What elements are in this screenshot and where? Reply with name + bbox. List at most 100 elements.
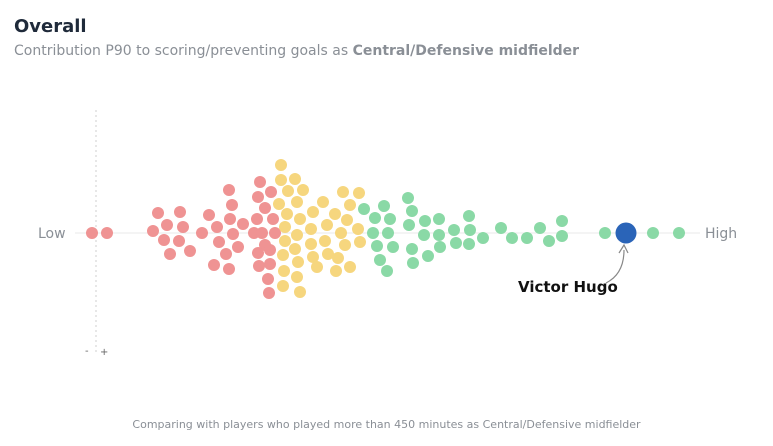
player-point-red[interactable] xyxy=(264,258,276,270)
player-point-red[interactable] xyxy=(237,218,249,230)
player-point-yellow[interactable] xyxy=(279,221,291,233)
player-point-red[interactable] xyxy=(252,191,264,203)
player-point-green[interactable] xyxy=(506,232,518,244)
player-point-green[interactable] xyxy=(448,224,460,236)
player-point-yellow[interactable] xyxy=(281,208,293,220)
player-point-yellow[interactable] xyxy=(291,271,303,283)
player-point-yellow[interactable] xyxy=(275,174,287,186)
player-point-red[interactable] xyxy=(196,227,208,239)
player-point-yellow[interactable] xyxy=(275,159,287,171)
player-point-yellow[interactable] xyxy=(337,186,349,198)
player-point-yellow[interactable] xyxy=(330,265,342,277)
player-point-red[interactable] xyxy=(203,209,215,221)
player-point-red[interactable] xyxy=(267,213,279,225)
player-point-yellow[interactable] xyxy=(279,235,291,247)
player-point-green[interactable] xyxy=(419,215,431,227)
player-point-yellow[interactable] xyxy=(344,261,356,273)
player-point-yellow[interactable] xyxy=(332,252,344,264)
player-point-red[interactable] xyxy=(262,273,274,285)
player-point-red[interactable] xyxy=(253,260,265,272)
player-point-green[interactable] xyxy=(673,227,685,239)
player-point-green[interactable] xyxy=(463,210,475,222)
player-point-red[interactable] xyxy=(224,213,236,225)
player-point-green[interactable] xyxy=(433,213,445,225)
player-point-red[interactable] xyxy=(265,186,277,198)
player-point-green[interactable] xyxy=(477,232,489,244)
player-point-yellow[interactable] xyxy=(305,223,317,235)
player-point-green[interactable] xyxy=(382,227,394,239)
player-point-green[interactable] xyxy=(403,219,415,231)
player-point-red[interactable] xyxy=(220,248,232,260)
player-point-yellow[interactable] xyxy=(273,198,285,210)
player-point-yellow[interactable] xyxy=(277,280,289,292)
player-point-red[interactable] xyxy=(101,227,113,239)
player-point-yellow[interactable] xyxy=(289,243,301,255)
player-point-red[interactable] xyxy=(263,287,275,299)
player-point-yellow[interactable] xyxy=(352,223,364,235)
player-point-yellow[interactable] xyxy=(277,249,289,261)
player-point-yellow[interactable] xyxy=(294,213,306,225)
player-point-yellow[interactable] xyxy=(307,206,319,218)
player-point-green[interactable] xyxy=(387,241,399,253)
player-point-green[interactable] xyxy=(647,227,659,239)
player-point-green[interactable] xyxy=(556,215,568,227)
player-point-green[interactable] xyxy=(358,203,370,215)
player-point-green[interactable] xyxy=(384,213,396,225)
player-point-yellow[interactable] xyxy=(291,196,303,208)
player-point-red[interactable] xyxy=(213,236,225,248)
player-point-red[interactable] xyxy=(232,241,244,253)
player-point-red[interactable] xyxy=(161,219,173,231)
player-point-green[interactable] xyxy=(434,241,446,253)
player-point-red[interactable] xyxy=(164,248,176,260)
player-point-red[interactable] xyxy=(174,206,186,218)
player-point-green[interactable] xyxy=(521,232,533,244)
player-point-yellow[interactable] xyxy=(278,265,290,277)
player-point-yellow[interactable] xyxy=(297,184,309,196)
player-point-green[interactable] xyxy=(369,212,381,224)
player-point-green[interactable] xyxy=(464,224,476,236)
player-point-green[interactable] xyxy=(418,229,430,241)
highlight-point[interactable] xyxy=(615,222,637,244)
player-point-green[interactable] xyxy=(433,229,445,241)
player-point-green[interactable] xyxy=(406,243,418,255)
player-point-green[interactable] xyxy=(402,192,414,204)
player-point-green[interactable] xyxy=(407,257,419,269)
player-point-yellow[interactable] xyxy=(317,196,329,208)
player-point-yellow[interactable] xyxy=(289,173,301,185)
player-point-yellow[interactable] xyxy=(341,214,353,226)
player-point-yellow[interactable] xyxy=(294,286,306,298)
player-point-red[interactable] xyxy=(264,244,276,256)
player-point-red[interactable] xyxy=(227,228,239,240)
player-point-red[interactable] xyxy=(158,234,170,246)
player-point-green[interactable] xyxy=(371,240,383,252)
player-point-red[interactable] xyxy=(152,207,164,219)
player-point-red[interactable] xyxy=(226,199,238,211)
player-point-yellow[interactable] xyxy=(305,238,317,250)
player-point-red[interactable] xyxy=(184,245,196,257)
player-point-green[interactable] xyxy=(495,222,507,234)
player-point-green[interactable] xyxy=(599,227,611,239)
player-point-yellow[interactable] xyxy=(282,185,294,197)
player-point-red[interactable] xyxy=(269,227,281,239)
player-point-green[interactable] xyxy=(378,200,390,212)
player-point-yellow[interactable] xyxy=(292,256,304,268)
player-point-yellow[interactable] xyxy=(354,236,366,248)
player-point-red[interactable] xyxy=(86,227,98,239)
player-point-red[interactable] xyxy=(223,184,235,196)
player-point-red[interactable] xyxy=(177,221,189,233)
player-point-yellow[interactable] xyxy=(335,227,347,239)
player-point-yellow[interactable] xyxy=(329,208,341,220)
player-point-yellow[interactable] xyxy=(319,235,331,247)
player-point-red[interactable] xyxy=(256,227,268,239)
player-point-yellow[interactable] xyxy=(307,251,319,263)
player-point-green[interactable] xyxy=(381,265,393,277)
player-point-green[interactable] xyxy=(374,254,386,266)
player-point-green[interactable] xyxy=(463,238,475,250)
player-point-green[interactable] xyxy=(556,230,568,242)
player-point-red[interactable] xyxy=(254,176,266,188)
player-point-red[interactable] xyxy=(147,225,159,237)
player-point-green[interactable] xyxy=(367,227,379,239)
player-point-green[interactable] xyxy=(534,222,546,234)
player-point-red[interactable] xyxy=(173,235,185,247)
player-point-red[interactable] xyxy=(211,221,223,233)
